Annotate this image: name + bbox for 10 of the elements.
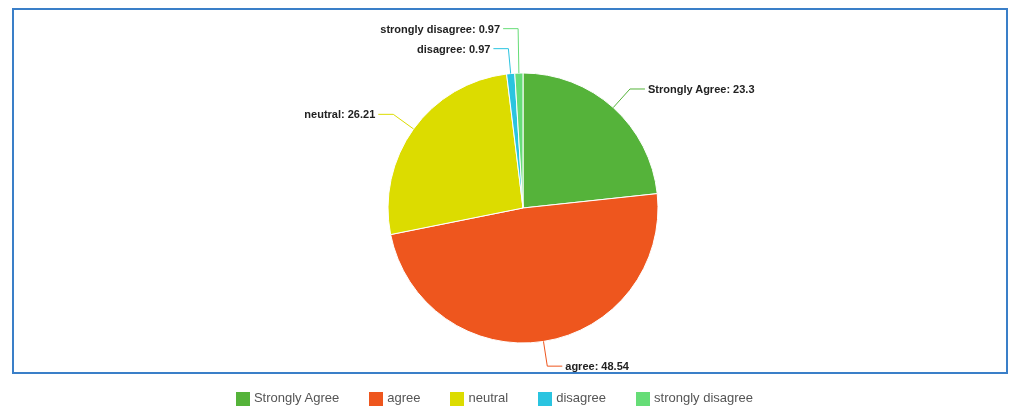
legend-label: agree (387, 390, 421, 406)
legend-label: Strongly Agree (253, 390, 340, 406)
data-label: Strongly Agree: 23.3 (647, 82, 755, 95)
legend-label: neutral (468, 390, 509, 406)
data-label: strongly disagree: 0.97 (380, 22, 501, 35)
data-label: neutral: 26.21 (304, 108, 376, 121)
data-label: agree: 48.54 (565, 360, 630, 373)
legend-label: strongly disagree (654, 390, 754, 406)
data-label: disagree: 0.97 (417, 42, 491, 55)
legend-label: disagree (556, 390, 607, 406)
